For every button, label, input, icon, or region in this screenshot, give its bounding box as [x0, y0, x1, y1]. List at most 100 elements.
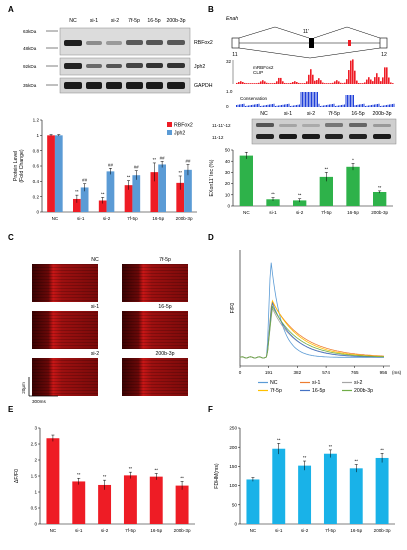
cons-bar [260, 106, 261, 107]
y-tick-label: 1.5 [31, 474, 38, 479]
x-tick-label: 7f-5p [125, 528, 136, 533]
band [373, 134, 391, 139]
heatmap-title-si1: si-1 [91, 304, 99, 310]
clip-scale: 32 [226, 59, 232, 64]
clip-bar [262, 80, 264, 84]
cons-bar [365, 106, 366, 107]
x-tick-label: 7f-5p [321, 210, 332, 215]
cons-bar [383, 105, 384, 107]
legend-label: 7f-5p [270, 388, 282, 394]
band [167, 82, 185, 89]
panel-c-heatmaps: NC 7f-5p si-1 16-5p si-2 200b-3p 20μm 30… [21, 257, 188, 404]
band [106, 82, 122, 89]
y-axis-label: FDHM(ms) [214, 463, 220, 489]
significance-mark: * [352, 157, 354, 162]
bar [46, 438, 60, 524]
cons-bar [320, 106, 321, 107]
cons-bar [258, 103, 260, 107]
bar [132, 175, 141, 212]
heatmap-title-16-5p: 16-5p [158, 304, 171, 310]
y-tick-label: 0 [234, 522, 237, 527]
y-tick-label: 0 [227, 204, 230, 209]
cons-bar [323, 105, 324, 107]
cons-bar [384, 105, 386, 107]
band [126, 82, 143, 89]
cons-bar [248, 105, 249, 107]
clip-bar [318, 78, 320, 84]
blot-b-lane-3: si-2 [307, 111, 315, 117]
clip-bar [356, 80, 358, 84]
clip-bar [276, 81, 278, 84]
series-line [239, 262, 384, 359]
cons-bar [294, 105, 296, 107]
panel-b-schematic: Enah 11' 11 12 32 mRBFox2 CLIP 1.0 0 Con… [212, 16, 397, 145]
cons-bar [249, 105, 251, 107]
x-tick-label: 200b-3p [371, 210, 388, 215]
cons-bar [308, 92, 309, 107]
clip-bar [320, 80, 322, 84]
band [146, 82, 163, 89]
x-tick-label: 382 [293, 370, 301, 375]
clip-bar [258, 82, 260, 84]
clip-bar [314, 80, 316, 84]
chart-e: 0 0.5 1 1.5 2 2.5 3 ΔF/F0 NC si-1 si-2 7f-5p 16-5p 20… [14, 426, 195, 533]
y-tick-label: 3 [34, 426, 37, 431]
clip-bar [344, 82, 346, 84]
clip-bar [354, 70, 356, 84]
bar [239, 155, 253, 206]
band-label-gapdh: GAPDH [194, 83, 213, 89]
bar [266, 199, 280, 206]
exon-label-11prime: 11' [303, 29, 309, 35]
bar [54, 135, 63, 212]
cons-bar [359, 104, 360, 107]
x-tick-label: si-1 [275, 528, 283, 533]
clip-bar [328, 83, 330, 84]
significance-mark: ** [298, 193, 302, 198]
cons-bar [369, 105, 371, 107]
bar [98, 484, 112, 524]
bar [298, 465, 312, 524]
y-tick-label: 0 [34, 522, 37, 527]
heatmap-texture [32, 311, 98, 349]
cons-bar [306, 92, 308, 107]
clip-bar [392, 83, 394, 84]
clip-bar [380, 81, 382, 84]
blot-a-lane-5: 16-5p [147, 18, 160, 24]
clip-bar [310, 69, 312, 84]
clip-bar [384, 67, 386, 84]
heatmap-texture [122, 264, 188, 302]
marker-48kda: 48kDa [23, 46, 37, 51]
y-tick-label: 50 [232, 502, 238, 507]
exon-12 [379, 37, 388, 49]
clip-bar [368, 77, 370, 84]
clip-bar [366, 79, 368, 84]
clip-bar [266, 82, 268, 84]
bar [98, 200, 107, 212]
x-tick-label: 16-5p [347, 210, 359, 215]
legend-label: 200b-3p [354, 388, 373, 394]
rtpcr-strip [251, 118, 397, 145]
bar [375, 457, 389, 524]
cons-bar [285, 104, 287, 107]
x-tick-label: 574 [322, 370, 330, 375]
significance-mark: ## [82, 178, 87, 183]
cons-bar [278, 105, 279, 107]
cons-bar [336, 105, 338, 107]
cons-bar [375, 104, 377, 107]
y-axis-label: EXon11' Inc (%) [209, 159, 215, 196]
legend-swatch [167, 130, 172, 135]
y-tick-label: 10 [225, 192, 231, 197]
band [167, 40, 185, 45]
clip-bar [360, 83, 362, 84]
clip-bar [240, 81, 242, 84]
x-tick-label: si-1 [269, 210, 277, 215]
clip-bar [298, 82, 300, 84]
cons-bar [269, 104, 270, 107]
cons-bar [272, 104, 273, 107]
bar [150, 172, 159, 212]
band-label-11-12: 11-12 [212, 135, 224, 140]
marker-63kda: 63kDa [23, 29, 37, 34]
cons-bar [291, 105, 293, 107]
x-tick-label: NC [250, 528, 257, 533]
blot-b-lane-6: 200b-3p [372, 111, 391, 117]
